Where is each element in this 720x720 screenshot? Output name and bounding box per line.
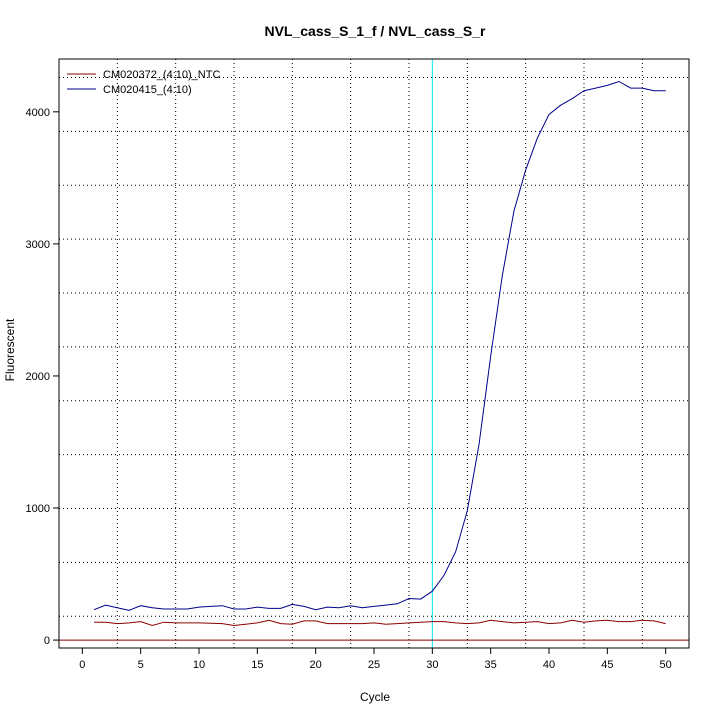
x-tick-label: 10 — [193, 659, 205, 671]
y-tick-label: 4000 — [26, 107, 50, 119]
legend-label-2: CM020415_(4:10) — [103, 84, 192, 96]
series-line-1 — [94, 619, 666, 627]
x-tick-label: 5 — [138, 659, 144, 671]
grid-lines — [59, 59, 689, 648]
y-tick-label: 3000 — [26, 239, 50, 251]
legend-label-1: CM020372_(4:10)_NTC — [103, 69, 220, 81]
x-tick-label: 45 — [601, 659, 613, 671]
series-line-2 — [93, 80, 666, 611]
x-tick-label: 25 — [368, 659, 380, 671]
y-tick-label: 0 — [44, 635, 50, 647]
x-tick-label: 20 — [310, 659, 322, 671]
x-tick-label: 15 — [251, 659, 263, 671]
y-tick-label: 2000 — [26, 371, 50, 383]
y-axis-label: Fluorescent — [3, 318, 17, 381]
x-axis-label: Cycle — [360, 690, 390, 704]
x-tick-label: 50 — [660, 659, 672, 671]
chart-title: NVL_cass_S_1_f / NVL_cass_S_r — [264, 23, 486, 39]
x-tick-label: 0 — [79, 659, 85, 671]
axes: 0 5 10 15 20 25 30 35 40 45 50 0 1000 2000 3000 4000 — [26, 107, 672, 671]
reference-lines — [59, 59, 689, 648]
x-tick-label: 40 — [543, 659, 555, 671]
x-tick-label: 30 — [426, 659, 438, 671]
x-tick-label: 35 — [485, 659, 497, 671]
legend: CM020372_(4:10)_NTC CM020415_(4:10) — [67, 69, 220, 96]
series-lines — [93, 80, 666, 627]
y-tick-label: 1000 — [26, 503, 50, 515]
